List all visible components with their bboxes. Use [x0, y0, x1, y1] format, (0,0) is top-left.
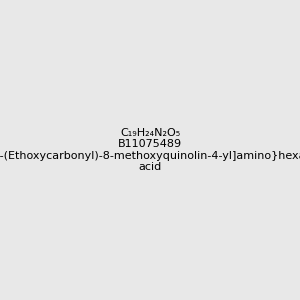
- Text: C₁₉H₂₄N₂O₅
B11075489
6-{[3-(Ethoxycarbonyl)-8-methoxyquinolin-4-yl]amino}hexanoi: C₁₉H₂₄N₂O₅ B11075489 6-{[3-(Ethoxycarbon…: [0, 128, 300, 172]
